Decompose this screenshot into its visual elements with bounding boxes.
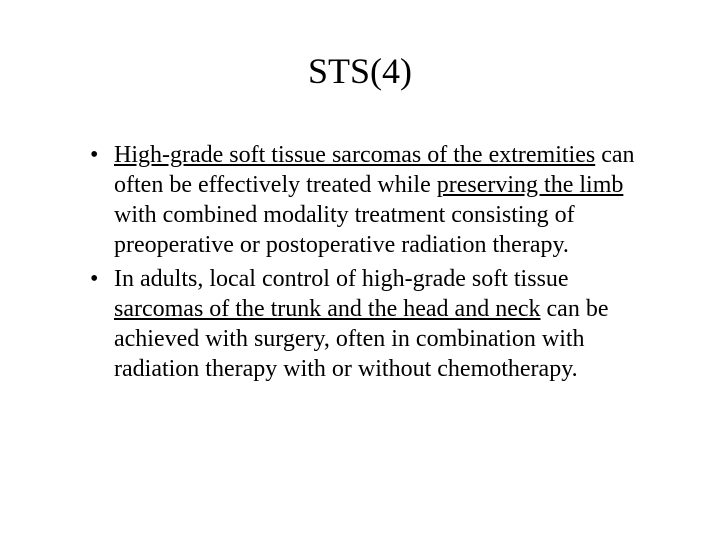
text-segment: sarcomas of the trunk and the head and n… [114,296,541,322]
text-segment: with combined modality treatment consist… [114,202,575,258]
text-segment: preserving the limb [437,172,624,198]
text-segment: High-grade soft tissue sarcomas of the e… [114,142,595,168]
slide-title: STS(4) [60,50,660,92]
text-segment: In adults, local control of high-grade s… [114,266,569,292]
slide: STS(4) High-grade soft tissue sarcomas o… [0,0,720,540]
bullet-list: High-grade soft tissue sarcomas of the e… [60,140,660,384]
bullet-item: High-grade soft tissue sarcomas of the e… [90,140,650,260]
bullet-item: In adults, local control of high-grade s… [90,264,650,384]
